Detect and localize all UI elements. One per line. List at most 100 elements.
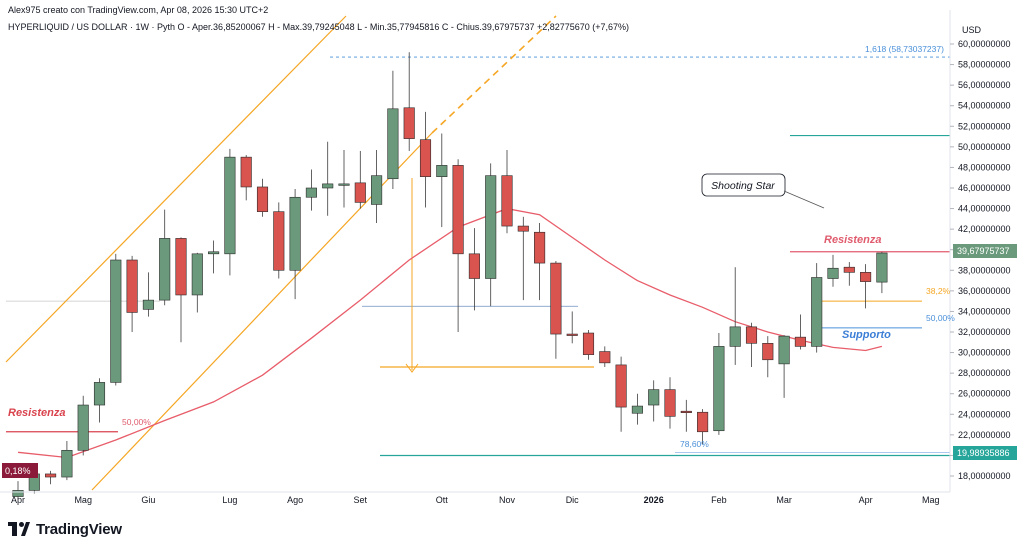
candle[interactable] bbox=[208, 240, 220, 274]
tradingview-logo[interactable]: TradingView bbox=[8, 519, 122, 539]
candles-layer bbox=[12, 52, 888, 499]
candle[interactable] bbox=[403, 52, 415, 151]
candle[interactable] bbox=[534, 222, 546, 301]
candle[interactable] bbox=[224, 148, 236, 276]
y-tick-label: 44,00000000 bbox=[958, 204, 1011, 214]
candle-body bbox=[827, 267, 839, 279]
candle[interactable] bbox=[517, 216, 529, 301]
y-tick-label: 18,00000000 bbox=[958, 471, 1011, 481]
candle[interactable] bbox=[811, 263, 823, 353]
candle[interactable] bbox=[713, 333, 725, 435]
tradingview-logo-icon bbox=[8, 522, 30, 536]
candle[interactable] bbox=[371, 149, 383, 223]
candle[interactable] bbox=[778, 335, 790, 398]
tradingview-logo-text: TradingView bbox=[36, 520, 122, 538]
x-tick-label: Giu bbox=[141, 495, 155, 505]
candle[interactable] bbox=[93, 378, 106, 423]
candle[interactable] bbox=[305, 169, 317, 211]
candle[interactable] bbox=[110, 253, 122, 386]
fib-0-left-label: 0,18% bbox=[5, 466, 31, 476]
candle-body bbox=[534, 231, 546, 264]
candle[interactable] bbox=[582, 329, 595, 360]
candle[interactable] bbox=[745, 322, 758, 367]
candle-body bbox=[354, 182, 366, 203]
y-tick-label: 60,00000000 bbox=[958, 39, 1011, 49]
candle[interactable] bbox=[485, 163, 497, 307]
y-tick-label: 54,00000000 bbox=[958, 101, 1011, 111]
candle-body bbox=[436, 165, 448, 177]
channel-lower-projection bbox=[431, 15, 557, 134]
candle-body bbox=[273, 211, 285, 271]
candle[interactable] bbox=[322, 141, 334, 216]
last-price-bg bbox=[953, 244, 1017, 258]
candle[interactable] bbox=[664, 377, 676, 429]
candle[interactable] bbox=[159, 209, 171, 306]
candle[interactable] bbox=[468, 228, 480, 311]
candle[interactable] bbox=[876, 251, 888, 294]
candle[interactable] bbox=[126, 255, 138, 332]
candle[interactable] bbox=[648, 380, 660, 422]
candle-body bbox=[794, 336, 806, 347]
candle[interactable] bbox=[860, 264, 872, 309]
candle[interactable] bbox=[599, 346, 611, 367]
candle[interactable] bbox=[273, 202, 285, 279]
candle[interactable] bbox=[289, 189, 301, 300]
candle[interactable] bbox=[762, 336, 774, 378]
candle[interactable] bbox=[77, 395, 89, 456]
y-tick-label: 30,00000000 bbox=[958, 348, 1011, 358]
candle-body bbox=[778, 335, 790, 365]
resistenza-right-label: Resistenza bbox=[824, 234, 881, 246]
candle[interactable] bbox=[680, 399, 692, 432]
candle[interactable] bbox=[550, 261, 562, 359]
candle[interactable] bbox=[615, 356, 627, 432]
candle[interactable] bbox=[354, 150, 366, 209]
candle-body bbox=[419, 139, 432, 177]
candle[interactable] bbox=[794, 314, 806, 350]
y-tick-label: 56,00000000 bbox=[958, 80, 1011, 90]
shooting-star-callout[interactable]: Shooting Star bbox=[701, 173, 825, 209]
x-tick-label: Apr bbox=[11, 495, 25, 505]
x-tick-label: Lug bbox=[222, 495, 237, 505]
candle-body bbox=[387, 108, 399, 180]
candle-body bbox=[338, 183, 350, 186]
candle[interactable] bbox=[256, 178, 269, 217]
candle[interactable] bbox=[191, 252, 203, 313]
x-tick-label: Ago bbox=[287, 495, 303, 505]
y-tick-label: 46,00000000 bbox=[958, 183, 1011, 193]
candle[interactable] bbox=[12, 481, 24, 499]
candle-body bbox=[77, 404, 89, 451]
y-tick-label: 48,00000000 bbox=[958, 162, 1011, 172]
measure-arrow-head bbox=[405, 363, 419, 373]
candle[interactable] bbox=[631, 393, 643, 425]
candle[interactable] bbox=[142, 272, 154, 317]
y-tick-label: 42,00000000 bbox=[958, 224, 1011, 234]
candle[interactable] bbox=[729, 267, 741, 365]
candle-body bbox=[61, 449, 73, 478]
candle[interactable] bbox=[452, 159, 464, 332]
candle-body bbox=[697, 411, 709, 433]
supporto-label: Supporto bbox=[842, 329, 891, 341]
candle[interactable] bbox=[240, 155, 252, 201]
candle[interactable] bbox=[45, 470, 57, 485]
candle[interactable] bbox=[843, 262, 855, 286]
y-tick-label: 28,00000000 bbox=[958, 368, 1011, 378]
support-price-badge: 19,98935886 bbox=[953, 446, 1017, 460]
candle-body bbox=[664, 389, 676, 417]
candle[interactable] bbox=[501, 149, 513, 234]
candle[interactable] bbox=[697, 409, 709, 445]
candle[interactable] bbox=[436, 133, 448, 228]
x-tick-label: Ott bbox=[436, 495, 449, 505]
candle-body bbox=[648, 389, 660, 406]
candle[interactable] bbox=[387, 70, 399, 190]
candle[interactable] bbox=[419, 111, 432, 208]
candle[interactable] bbox=[338, 149, 350, 208]
candle[interactable] bbox=[566, 311, 578, 344]
author-line: Alex975 creato con TradingView.com, Apr … bbox=[8, 5, 269, 15]
candle[interactable] bbox=[827, 254, 839, 287]
drawings-back-layer bbox=[5, 15, 950, 491]
candle[interactable] bbox=[175, 237, 187, 343]
candle[interactable] bbox=[61, 441, 73, 481]
